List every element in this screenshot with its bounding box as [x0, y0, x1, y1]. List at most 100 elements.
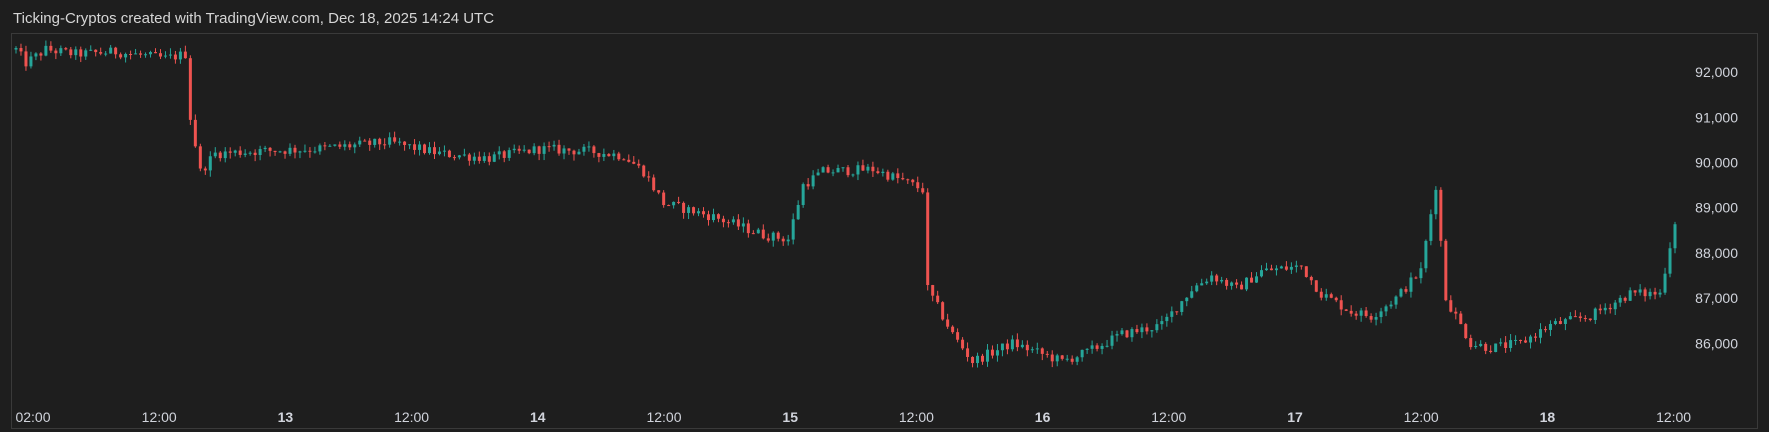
candle-body: [1359, 310, 1363, 316]
candle-body: [831, 172, 835, 174]
candle-body: [1613, 302, 1617, 310]
candle-body: [1524, 340, 1528, 343]
candle-body: [1543, 329, 1547, 331]
candle-body: [1200, 283, 1204, 286]
candle-body: [173, 54, 177, 60]
candle-body: [1623, 297, 1627, 301]
candle-body: [1389, 304, 1393, 307]
candle-body: [1324, 294, 1328, 298]
candle-body: [1588, 318, 1592, 321]
candle-body: [482, 156, 486, 161]
candle-body: [1319, 291, 1323, 298]
x-tick-label: 14: [530, 409, 546, 425]
candle-body: [552, 144, 556, 147]
candle-body: [158, 53, 162, 57]
candle-body: [1658, 292, 1662, 295]
candle-body: [921, 188, 925, 193]
candle-body: [94, 49, 98, 53]
candle-body: [323, 145, 327, 147]
candle-body: [577, 151, 581, 155]
x-tick-label: 12:00: [394, 409, 429, 425]
candle-body: [1578, 316, 1582, 319]
candle-body: [1618, 297, 1622, 303]
candle-body: [1369, 316, 1373, 320]
candle-body: [383, 144, 387, 146]
candle-body: [223, 151, 227, 159]
candle-body: [637, 163, 641, 166]
candle-body: [1145, 327, 1149, 332]
y-tick-label: 86,000: [1695, 335, 1738, 351]
candle-body: [1339, 300, 1343, 310]
candle-body: [607, 154, 611, 157]
candle-body: [662, 192, 666, 206]
candle-body: [114, 47, 118, 55]
candle-body: [1050, 354, 1054, 362]
candle-body: [477, 156, 481, 161]
candle-body: [1309, 276, 1313, 281]
candle-body: [1035, 348, 1039, 350]
candle-body: [776, 232, 780, 239]
candle-body: [1673, 224, 1677, 249]
candle-body: [721, 218, 725, 223]
candle-body: [34, 53, 38, 57]
candle-body: [1025, 344, 1029, 351]
candle-body: [308, 150, 312, 152]
x-tick-label: 18: [1540, 409, 1556, 425]
candle-body: [1120, 330, 1124, 335]
candle-body: [1304, 266, 1308, 277]
candle-body: [109, 47, 113, 54]
candle-body: [1085, 348, 1089, 350]
candle-body: [353, 144, 357, 148]
candle-body: [961, 339, 965, 349]
candle-body: [751, 233, 755, 235]
candle-body: [976, 355, 980, 364]
candle-body: [816, 172, 820, 176]
candle-body: [408, 144, 412, 146]
candle-body: [363, 140, 367, 142]
candle-body: [971, 356, 975, 364]
candle-body: [373, 138, 377, 145]
candle-body: [791, 219, 795, 240]
candle-body: [517, 148, 521, 151]
candle-body: [288, 147, 292, 154]
y-tick-label: 91,000: [1695, 109, 1738, 125]
candle-body: [1598, 308, 1602, 311]
candle-body: [1279, 266, 1283, 269]
candle-body: [1494, 343, 1498, 352]
candle-body: [522, 149, 526, 151]
candle-body: [99, 52, 103, 54]
candle-body: [1529, 336, 1533, 343]
candle-body: [622, 159, 626, 161]
candle-body: [218, 152, 222, 159]
candle-body: [1504, 342, 1508, 348]
candle-body: [502, 151, 506, 158]
candle-body: [1538, 329, 1542, 338]
candle-body: [1499, 342, 1503, 344]
candle-body: [437, 151, 441, 155]
candle-body: [1080, 349, 1084, 358]
candle-body: [1230, 282, 1234, 286]
candle-body: [891, 173, 895, 180]
candle-body: [39, 53, 43, 56]
candle-body: [19, 48, 23, 52]
candle-body: [582, 146, 586, 152]
candle-body: [1090, 345, 1094, 349]
candle-body: [149, 52, 153, 55]
candle-body: [527, 149, 531, 154]
candle-body: [248, 152, 252, 154]
candle-body: [283, 151, 287, 154]
candle-body: [572, 150, 576, 155]
candle-body: [881, 171, 885, 174]
candle-body: [547, 146, 551, 148]
candle-body: [1020, 344, 1024, 348]
candle-body: [1110, 335, 1114, 346]
chart-header: Ticking-Cryptos created with TradingView…: [13, 10, 495, 27]
candle-body: [393, 137, 397, 142]
candle-body: [268, 147, 272, 151]
candle-body: [597, 153, 601, 157]
candle-body: [956, 332, 960, 340]
candle-body: [1175, 311, 1179, 313]
candle-body: [562, 148, 566, 154]
candle-body: [1648, 291, 1652, 297]
